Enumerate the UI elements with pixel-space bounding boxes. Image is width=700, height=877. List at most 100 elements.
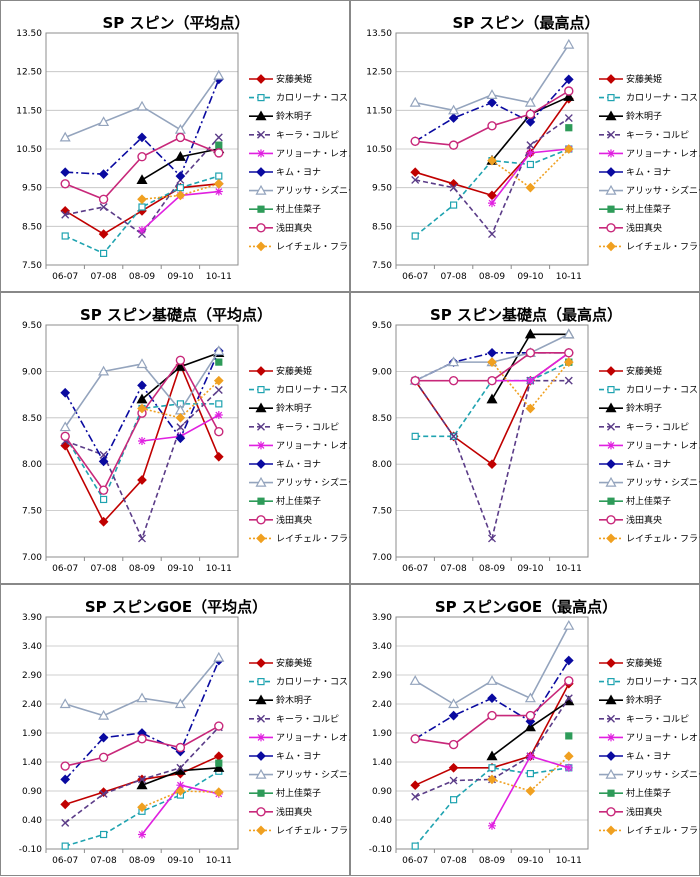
data-point: [213, 375, 224, 386]
legend-marker: [606, 459, 616, 469]
series-line: [64, 403, 219, 502]
legend-label: 浅田真央: [276, 222, 312, 234]
series-line: [64, 358, 220, 492]
data-point: [138, 534, 146, 543]
data-point: [98, 229, 109, 239]
chart-title: SP スピン基礎点（平均点）: [80, 306, 272, 324]
legend-label: キム・ヨナ: [276, 167, 321, 178]
legend-marker: [257, 385, 265, 394]
y-tick-label: 10.50: [16, 145, 42, 155]
data-point: [486, 89, 498, 99]
x-tick-label: 06-07: [52, 856, 78, 866]
legend-marker: [256, 825, 266, 836]
y-tick-label: 1.40: [22, 758, 42, 768]
series-line: [414, 625, 570, 705]
data-point: [61, 842, 69, 850]
data-point: [487, 693, 497, 704]
legend-marker: [255, 184, 267, 195]
legend-label: 村上佳菜子: [626, 495, 671, 507]
data-point: [488, 821, 496, 830]
data-point: [174, 361, 186, 371]
chart-panel-sp-spin-goe-avg: SP スピンGOE（平均点） -0.10 0.40 0.90 1.40 1.90 2.40 2…: [0, 584, 351, 876]
data-point: [215, 172, 223, 180]
legend-marker: [606, 825, 616, 836]
data-point: [448, 762, 459, 773]
chart-title: SP スピン基礎点（最高点）: [430, 306, 622, 324]
y-tick-label: 2.40: [22, 700, 42, 710]
series-line: [141, 183, 220, 201]
data-point: [59, 698, 71, 709]
data-point: [449, 796, 458, 804]
data-point: [411, 175, 420, 184]
data-point: [60, 431, 70, 442]
data-point: [564, 763, 573, 772]
y-tick-label: 11.50: [366, 106, 392, 116]
data-point: [137, 194, 147, 205]
legend-marker: [607, 422, 615, 431]
data-point: [525, 710, 536, 721]
data-point: [449, 776, 458, 785]
y-tick-label: 9.00: [22, 367, 42, 377]
legend-marker: [255, 476, 267, 487]
series-line: [415, 117, 570, 236]
data-point: [448, 140, 459, 150]
plot-area: [45, 324, 239, 558]
series-line: [414, 766, 569, 847]
data-point: [563, 74, 574, 85]
data-point: [138, 437, 146, 445]
data-point: [449, 183, 458, 192]
data-point: [137, 380, 147, 391]
legend-label: アリッサ・シズニー: [626, 769, 700, 781]
legend-marker: [256, 366, 266, 376]
legend-marker: [257, 789, 265, 797]
legend-marker: [607, 733, 615, 742]
legend-marker: [256, 459, 266, 469]
chart-svg: SP スピン基礎点（最高点） 7.00 7.50 8.00 8.50 9.00 9.50 06…: [372, 306, 700, 574]
x-tick-label: 09-10: [517, 856, 543, 866]
y-tick-label: 12.50: [16, 68, 42, 78]
data-point: [524, 96, 536, 107]
data-point: [60, 179, 70, 189]
chart-svg: SP スピンGOE（最高点） -0.10 0.40 0.90 1.40 1.90 2.40 2…: [369, 598, 700, 866]
data-point: [411, 792, 420, 801]
legend-marker: [606, 751, 616, 761]
data-point: [564, 348, 574, 358]
legend-marker: [607, 93, 615, 102]
data-point: [214, 133, 223, 142]
legend-label: 安藤美姫: [276, 657, 312, 669]
y-tick-label: 9.00: [372, 367, 392, 377]
legend-marker: [607, 677, 615, 686]
legend-marker: [257, 714, 265, 723]
data-point: [215, 400, 223, 408]
x-tick-label: 10-11: [556, 272, 582, 282]
chart-title: SP スピン（平均点）: [102, 14, 249, 32]
x-tick-label: 09-10: [167, 564, 193, 574]
data-point: [526, 770, 534, 778]
data-point: [137, 802, 147, 813]
data-point: [98, 485, 109, 495]
data-point: [563, 751, 574, 762]
legend-label: キーラ・コルピ: [276, 714, 339, 725]
legend-label: カロリーナ・コストナー: [626, 677, 700, 688]
data-point: [565, 124, 573, 132]
legend-marker: [256, 658, 266, 668]
data-point: [175, 190, 186, 201]
y-tick-label: -0.10: [369, 845, 393, 855]
data-point: [136, 174, 148, 185]
chart-panel-sp-spin-base-avg: SP スピン基礎点（平均点） 7.00 7.50 8.00 8.50 9.00 9.50 06…: [0, 292, 351, 584]
data-point: [215, 759, 223, 767]
legend-marker: [607, 441, 615, 450]
data-point: [488, 230, 496, 239]
y-tick-label: 10.50: [366, 145, 392, 155]
data-point: [487, 97, 497, 108]
data-point: [176, 781, 185, 790]
legend-marker: [606, 533, 616, 544]
data-point: [524, 692, 536, 703]
data-point: [213, 762, 225, 772]
data-point: [564, 86, 574, 96]
y-tick-label: 13.50: [366, 29, 392, 39]
chart-title: SP スピンGOE（最高点）: [435, 598, 617, 616]
data-point: [215, 141, 223, 149]
legend-label: 浅田真央: [626, 806, 662, 818]
data-point: [138, 830, 146, 839]
